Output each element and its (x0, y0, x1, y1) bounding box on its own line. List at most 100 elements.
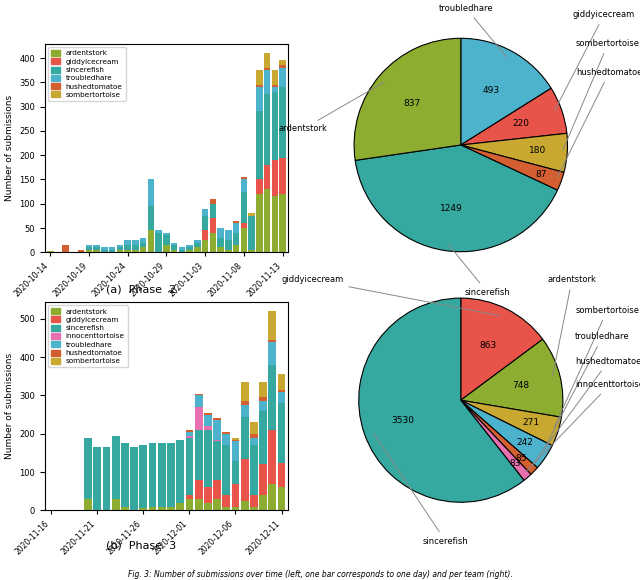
Bar (268, 430, 276, 484)
Bar (140, 238, 147, 242)
Text: (a)  Phase  2: (a) Phase 2 (106, 285, 176, 295)
Bar (241, 177, 247, 179)
Bar (218, 238, 224, 248)
Bar (241, 401, 248, 405)
Bar (86, 245, 92, 248)
Bar (250, 422, 258, 434)
Text: sombertortoise: sombertortoise (554, 306, 639, 427)
Bar (116, 248, 124, 250)
Wedge shape (461, 400, 552, 467)
Bar (264, 68, 270, 70)
Bar (268, 342, 276, 365)
Bar (233, 221, 239, 223)
Text: (b)  Phase  3: (b) Phase 3 (106, 540, 176, 550)
Bar (213, 480, 221, 499)
Bar (256, 111, 262, 179)
Wedge shape (461, 38, 551, 145)
Bar (209, 233, 216, 252)
Bar (209, 204, 216, 218)
Bar (204, 415, 212, 426)
Wedge shape (461, 88, 567, 145)
Text: troubledhare: troubledhare (543, 332, 630, 452)
Bar (140, 445, 147, 509)
Bar (259, 465, 267, 495)
Bar (93, 248, 100, 250)
Bar (132, 245, 139, 250)
Text: giddyicecream: giddyicecream (281, 276, 500, 316)
Text: ardentstork: ardentstork (278, 82, 384, 133)
Bar (222, 506, 230, 510)
Bar (213, 440, 221, 441)
Bar (47, 251, 54, 252)
Bar (167, 443, 175, 506)
Bar (279, 60, 286, 66)
Bar (218, 248, 224, 252)
Wedge shape (461, 400, 561, 445)
Bar (124, 245, 131, 250)
Bar (264, 70, 270, 95)
Text: 271: 271 (522, 418, 540, 427)
Bar (218, 228, 224, 238)
Bar (148, 506, 157, 510)
Text: 748: 748 (512, 382, 529, 390)
Bar (195, 499, 202, 510)
Bar (232, 484, 239, 506)
Wedge shape (461, 400, 531, 480)
Bar (232, 441, 239, 461)
Bar (248, 213, 255, 216)
Bar (271, 160, 278, 197)
Bar (213, 441, 221, 480)
Bar (204, 413, 212, 415)
Bar (148, 179, 154, 206)
Bar (264, 165, 270, 189)
Bar (225, 240, 232, 250)
Bar (204, 487, 212, 503)
Bar (109, 250, 115, 252)
Bar (241, 405, 248, 416)
Bar (202, 230, 209, 240)
Bar (259, 411, 267, 465)
Bar (232, 437, 239, 440)
Text: giddyicecream: giddyicecream (555, 10, 635, 110)
Legend: ardentstork, giddyicecream, sincerefish, troubledhare, hushedtomatoe, sombertort: ardentstork, giddyicecream, sincerefish,… (49, 47, 125, 101)
Bar (256, 179, 262, 194)
Bar (232, 506, 239, 510)
Bar (271, 85, 278, 87)
Bar (222, 434, 230, 445)
Bar (124, 240, 131, 245)
Text: 493: 493 (482, 86, 499, 95)
Bar (232, 440, 239, 441)
Bar (186, 437, 193, 495)
Bar (250, 506, 258, 510)
Bar (222, 495, 230, 506)
Bar (202, 240, 209, 252)
Bar (213, 420, 221, 440)
Bar (186, 495, 193, 499)
Bar (259, 382, 267, 397)
Bar (186, 499, 193, 510)
Text: 180: 180 (529, 146, 546, 155)
Bar (148, 230, 154, 252)
Bar (279, 87, 286, 158)
Text: 87: 87 (535, 169, 547, 179)
Wedge shape (461, 298, 543, 400)
Text: troubledhare: troubledhare (439, 4, 506, 57)
Bar (241, 191, 247, 223)
Text: sincerefish: sincerefish (374, 433, 468, 546)
Bar (84, 499, 92, 510)
Text: 863: 863 (479, 341, 497, 350)
Bar (248, 216, 255, 250)
Bar (195, 396, 202, 407)
Bar (179, 248, 185, 250)
Text: hushedtomatoe: hushedtomatoe (557, 68, 640, 177)
Bar (268, 311, 276, 340)
Bar (158, 443, 166, 506)
Bar (278, 487, 285, 510)
Bar (78, 250, 84, 252)
Bar (213, 499, 221, 510)
Bar (202, 216, 209, 230)
Bar (163, 245, 170, 252)
Bar (171, 250, 177, 252)
Text: innocenttortoise: innocenttortoise (526, 380, 640, 472)
Y-axis label: Number of submissions: Number of submissions (4, 353, 13, 459)
